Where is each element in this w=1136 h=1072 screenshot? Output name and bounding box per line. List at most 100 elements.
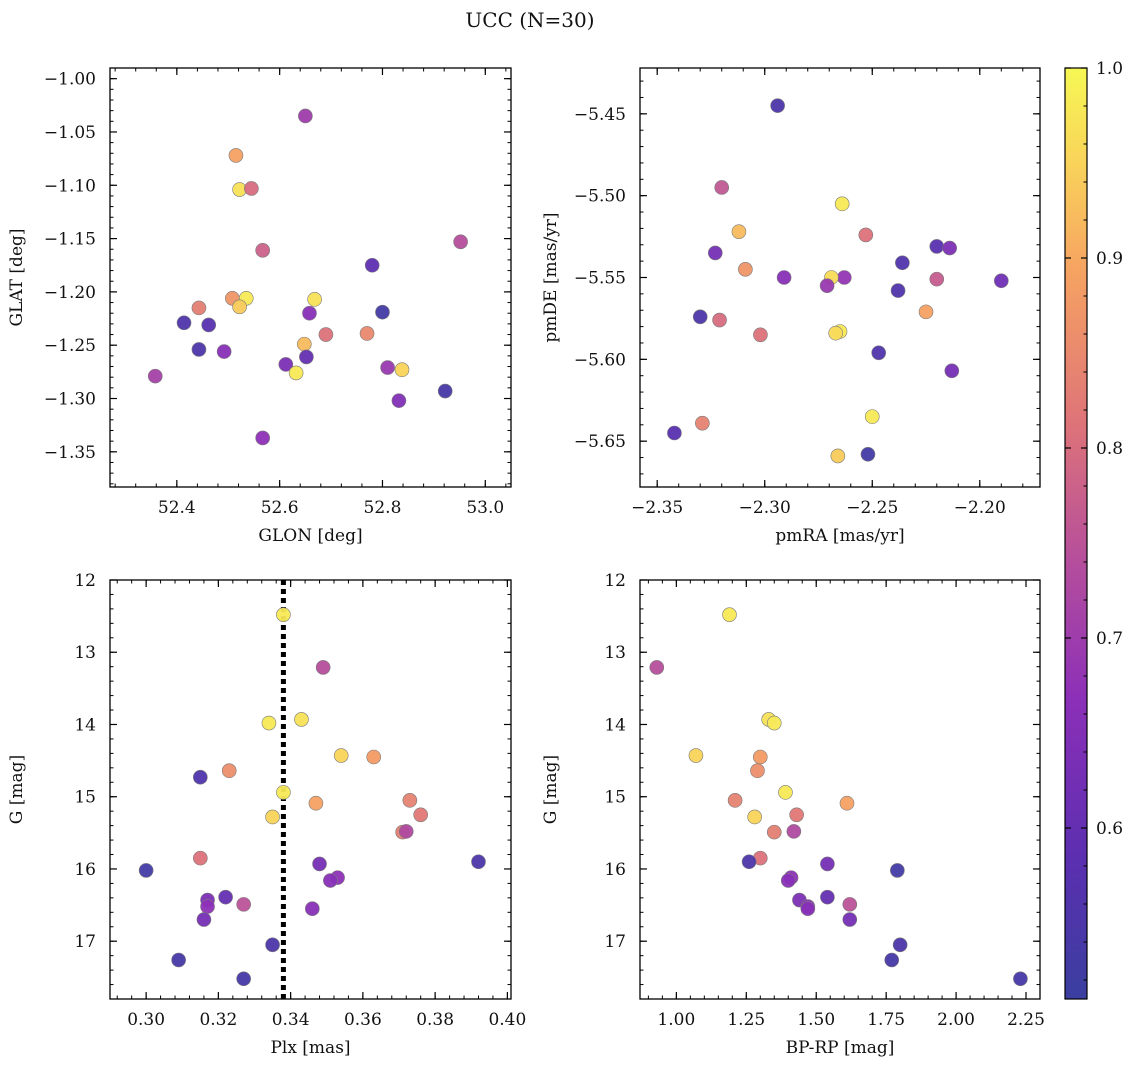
- colorbar: 0.6 0.7 0.8 0.9 1.0: [1064, 59, 1123, 1000]
- data-point: [171, 952, 186, 968]
- data-point: [265, 809, 280, 825]
- data-point: [453, 234, 468, 250]
- data-point: [201, 317, 217, 333]
- data-point: [929, 271, 945, 287]
- data-point: [766, 715, 782, 731]
- data-point: [820, 889, 835, 905]
- data-point: [766, 824, 782, 840]
- data-point: [895, 255, 910, 271]
- data-point: [1013, 971, 1028, 987]
- data-point: [200, 899, 215, 914]
- data-point: [842, 897, 858, 912]
- x-tick-label: −2.30: [739, 498, 791, 518]
- data-point: [318, 327, 334, 342]
- y-tick-label: 15: [604, 788, 626, 808]
- x-axis-label: pmRA [mas/yr]: [775, 526, 904, 546]
- data-point: [839, 795, 855, 811]
- data-point: [714, 180, 730, 195]
- colorbar-gradient: [1064, 67, 1088, 1000]
- x-axis-label: Plx [mas]: [270, 1038, 350, 1058]
- x-tick-label: 53.0: [466, 498, 504, 518]
- data-point: [359, 326, 375, 341]
- data-point: [929, 239, 945, 254]
- data-point: [413, 807, 428, 823]
- data-point: [333, 748, 349, 763]
- data-point: [944, 363, 960, 379]
- y-tick-label: 14: [604, 715, 626, 735]
- y-tick-label: 17: [74, 932, 96, 952]
- data-point: [265, 937, 280, 953]
- x-axis-label: BP-RP [mag]: [786, 1038, 895, 1058]
- data-point: [789, 807, 804, 823]
- y-tick-label: −5.60: [574, 350, 626, 370]
- data-point: [216, 344, 232, 359]
- data-point: [375, 304, 390, 320]
- data-point: [837, 270, 852, 285]
- data-point: [753, 327, 768, 343]
- data-point: [221, 763, 237, 779]
- y-tick-label: −1.05: [44, 123, 96, 143]
- data-point: [232, 299, 247, 315]
- y-tick-label: 12: [74, 571, 96, 591]
- data-point: [871, 345, 887, 361]
- data-point: [218, 889, 233, 905]
- y-tick-label: 13: [604, 643, 626, 663]
- data-point: [294, 712, 309, 727]
- y-axis-label: G [mag]: [541, 755, 561, 824]
- data-point: [261, 715, 277, 731]
- y-tick-label: −1.20: [44, 283, 96, 303]
- data-point: [398, 824, 414, 839]
- data-point: [918, 304, 934, 320]
- data-point: [191, 300, 207, 316]
- data-point: [176, 315, 192, 331]
- data-point: [437, 383, 453, 399]
- figure-title: UCC (N=30): [465, 8, 594, 32]
- data-point: [819, 278, 835, 293]
- x-tick-label: 52.4: [158, 498, 196, 518]
- colorbar-tick-label: 0.6: [1096, 819, 1123, 839]
- data-point: [752, 749, 768, 765]
- data-point: [236, 971, 251, 987]
- data-point: [315, 660, 331, 675]
- colorbar-ticks: 0.6 0.7 0.8 0.9 1.0: [1065, 59, 1123, 981]
- data-point: [738, 262, 753, 277]
- data-point: [741, 854, 757, 870]
- x-tick-label: −2.35: [631, 498, 683, 518]
- y-tick-label: −5.55: [574, 269, 626, 289]
- y-tick-label: 16: [74, 860, 96, 880]
- x-tick-label: 1.00: [657, 1010, 695, 1030]
- y-tick-label: 16: [604, 860, 626, 880]
- data-point: [394, 362, 410, 378]
- data-point: [712, 312, 727, 328]
- data-point: [993, 273, 1009, 289]
- data-point: [147, 368, 163, 384]
- panel-bprp-g: 1.00 1.25 1.50 1.75 2.00 2.25 12 13 14 15 16 17 BP-R…: [541, 571, 1045, 1058]
- x-tick-label: 0.36: [344, 1010, 382, 1030]
- data-point: [834, 196, 850, 212]
- data-point: [692, 309, 708, 325]
- panel-plx-g: 0.30 0.32 0.34 0.36 0.38 0.40 12 13 14 15 16 17 Plx …: [7, 571, 526, 1058]
- axes-frame: [109, 579, 512, 1000]
- data-point: [228, 148, 244, 163]
- data-point: [276, 785, 291, 800]
- x-tick-label: 52.6: [261, 498, 299, 518]
- y-tick-label: −1.35: [44, 443, 96, 463]
- data-point: [255, 430, 270, 446]
- x-tick-label: 0.38: [416, 1010, 454, 1030]
- x-tick-label: 52.8: [364, 498, 402, 518]
- data-point: [380, 360, 395, 375]
- x-axis-label: GLON [deg]: [258, 526, 362, 546]
- data-point: [193, 850, 208, 866]
- data-point: [890, 863, 905, 878]
- y-tick-label: −1.25: [44, 336, 96, 356]
- data-point: [707, 245, 723, 261]
- y-axis-label: G [mag]: [7, 755, 27, 824]
- colorbar-tick-label: 1.0: [1096, 59, 1123, 79]
- x-tick-label: −2.25: [846, 498, 898, 518]
- data-point: [884, 952, 900, 968]
- data-point: [236, 897, 251, 912]
- data-point: [196, 912, 212, 927]
- data-point: [800, 901, 816, 916]
- data-point: [820, 856, 835, 872]
